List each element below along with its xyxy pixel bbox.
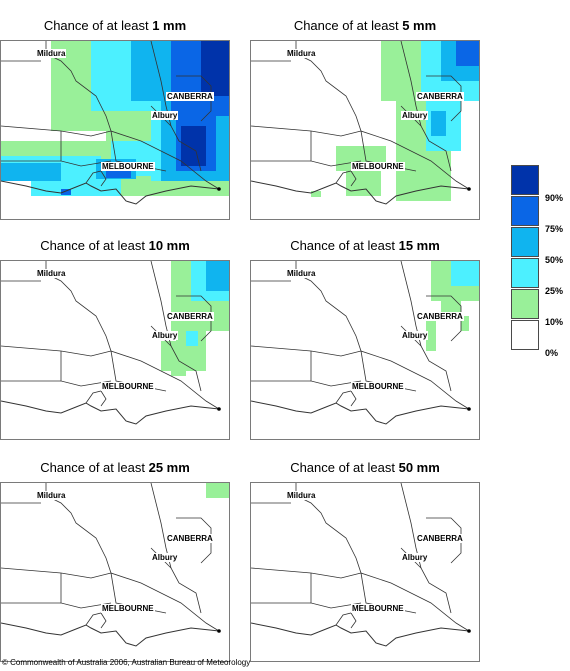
city-label-mildura: Mildura [36,49,67,58]
city-label-albury: Albury [401,553,429,562]
rainfall-probability-area [61,189,71,195]
city-label-albury: Albury [151,331,179,340]
rainfall-probability-area [346,171,381,196]
city-label-mildura: Mildura [286,49,317,58]
legend-swatch [511,320,539,350]
city-label-canberra: CANBERRA [166,92,214,101]
city-label-albury: Albury [401,331,429,340]
legend-tick-label: 10% [545,317,564,327]
rainfall-probability-area [461,316,469,331]
city-label-melbourne: MELBOURNE [351,162,405,171]
map-area: Mildura CANBERRA Albury MELBOURNE [250,260,480,440]
city-label-canberra: CANBERRA [166,534,214,543]
rainfall-probability-area [311,191,321,197]
city-marker [217,629,221,633]
city-marker [467,407,471,411]
legend-swatch [511,196,539,226]
panel-title: Chance of at least 10 mm [40,238,190,253]
city-marker [467,629,471,633]
map-area: Mildura CANBERRA Albury MELBOURNE [0,40,230,220]
panel-title: Chance of at least 1 mm [43,18,187,33]
city-label-mildura: Mildura [286,269,317,278]
city-label-canberra: CANBERRA [416,534,464,543]
city-label-canberra: CANBERRA [416,92,464,101]
city-label-melbourne: MELBOURNE [101,604,155,613]
rainfall-probability-area [201,41,229,96]
legend-tick-label: 0% [545,348,559,358]
city-marker [467,187,471,191]
rainfall-probability-area [186,331,198,346]
city-label-mildura: Mildura [36,269,67,278]
legend-swatch [511,227,539,257]
map-area: Mildura CANBERRA Albury MELBOURNE [0,482,230,662]
rainfall-probability-area [426,321,436,351]
legend-swatch [511,258,539,288]
city-label-albury: Albury [151,111,179,120]
city-label-canberra: CANBERRA [166,312,214,321]
panel-title: Chance of at least 15 mm [290,238,440,253]
rainfall-probability-area [441,291,461,316]
rainfall-probability-area [206,483,229,498]
city-label-melbourne: MELBOURNE [351,382,405,391]
city-label-melbourne: MELBOURNE [101,162,155,171]
city-label-melbourne: MELBOURNE [101,382,155,391]
city-marker [217,187,221,191]
legend-tick-label: 25% [545,286,564,296]
city-label-albury: Albury [151,553,179,562]
rainfall-probability-area [1,163,61,181]
legend-swatch [511,165,539,195]
panel-title: Chance of at least 25 mm [40,460,190,475]
map-area: Mildura CANBERRA Albury MELBOURNE [250,40,480,220]
city-label-canberra: CANBERRA [416,312,464,321]
map-area: Mildura CANBERRA Albury MELBOURNE [250,482,480,662]
map-area: Mildura CANBERRA Albury MELBOURNE [0,260,230,440]
rainfall-probability-area [451,261,479,286]
copyright-footer: © Commonwealth of Australia 2006, Austra… [2,658,251,667]
rainfall-probability-area [171,361,186,376]
city-label-melbourne: MELBOURNE [351,604,405,613]
city-label-mildura: Mildura [36,491,67,500]
rainfall-probability-area [181,126,206,166]
rainfall-probability-area [431,111,446,136]
city-marker [217,407,221,411]
rainfall-probability-area [456,41,479,66]
legend-tick-label: 90% [545,193,564,203]
city-label-mildura: Mildura [286,491,317,500]
legend-tick-label: 75% [545,224,564,234]
panel-title: Chance of at least 50 mm [290,460,440,475]
panel-title: Chance of at least 5 mm [293,18,437,33]
legend-swatch [511,289,539,319]
rainfall-probability-area [206,261,229,291]
legend-tick-label: 50% [545,255,564,265]
city-label-albury: Albury [401,111,429,120]
